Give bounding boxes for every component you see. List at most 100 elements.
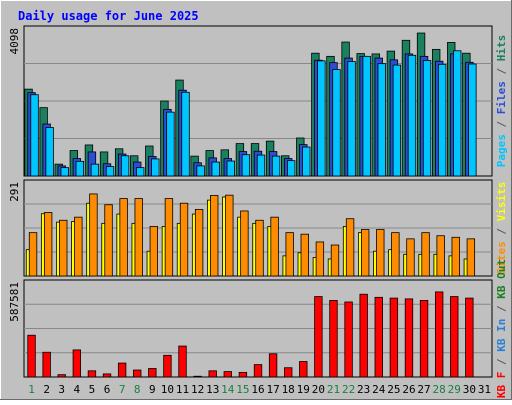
day-tick-label: 21	[327, 383, 340, 396]
bar-pages-day-11	[181, 91, 190, 177]
bar-sites-day-20	[315, 241, 325, 277]
bar-kb-f-day-10	[163, 354, 172, 378]
bar-pages-day-15	[241, 154, 251, 177]
day-labels-layer: 1 2 3 4 5 6 7 8 9 10 11 12 13 14 15 16 17 18 19 20 21 22 23 24 2…	[28, 383, 491, 396]
bar-sites-day-30	[466, 238, 476, 277]
bar-sites-day-16	[255, 219, 264, 277]
bar-kb-f-day-18	[284, 367, 293, 378]
bar-kb-f-day-28	[434, 291, 444, 378]
bar-kb-f-day-27	[419, 300, 429, 378]
bar-sites-day-23	[360, 229, 370, 277]
panel-legend-label: KB F / KB In / KB Out	[495, 259, 508, 398]
day-tick-label: 17	[266, 383, 279, 396]
bar-pages-day-7	[120, 155, 130, 177]
bar-kb-f-day-13	[208, 370, 217, 378]
bar-sites-day-25	[391, 232, 400, 277]
bar-sites-day-19	[300, 233, 309, 277]
panel-max-label: 291	[8, 182, 21, 202]
bar-kb-f-day-5	[87, 370, 97, 378]
bar-pages-day-24	[377, 63, 386, 177]
day-tick-label: 27	[417, 383, 430, 396]
legend-part: /	[495, 221, 508, 241]
legend-part: /	[495, 352, 508, 372]
day-tick-label: 10	[161, 383, 174, 396]
bar-sites-day-10	[164, 198, 174, 277]
bar-sites-day-15	[240, 210, 249, 277]
bar-sites-day-5	[89, 193, 98, 277]
bar-kb-f-day-23	[359, 293, 368, 378]
panel-kbytes: 587581 KB F / KB In / KB Out	[8, 259, 508, 398]
bar-sites-day-9	[149, 226, 159, 277]
bar-pages-day-3	[60, 167, 69, 177]
day-tick-label: 5	[89, 383, 96, 396]
bar-kb-f-day-24	[374, 296, 383, 378]
bar-kb-f-day-20	[314, 296, 323, 378]
bar-pages-day-6	[105, 166, 115, 177]
bar-pages-day-1	[30, 94, 39, 177]
bar-kb-f-day-15	[238, 371, 248, 378]
bar-sites-day-8	[134, 198, 143, 277]
day-tick-label: 4	[74, 383, 81, 396]
panel-hits-files-pages: 4098 Pages / Files / Hits	[8, 25, 508, 177]
bar-sites-day-12	[194, 209, 204, 277]
day-tick-label: 13	[206, 383, 219, 396]
bar-pages-day-21	[332, 69, 341, 177]
bar-sites-day-6	[104, 204, 113, 277]
bar-sites-day-29	[451, 236, 460, 277]
bar-sites-day-1	[28, 232, 38, 277]
bar-pages-day-29	[453, 50, 462, 177]
bar-pages-day-20	[317, 60, 326, 177]
bar-pages-day-25	[392, 64, 402, 177]
legend-part: Pages	[495, 134, 508, 167]
bar-sites-day-13	[210, 195, 219, 277]
legend-part: Visits	[495, 182, 508, 222]
legend-part: /	[495, 61, 508, 81]
bar-kb-f-day-4	[72, 349, 82, 378]
day-tick-label: 23	[357, 383, 370, 396]
bar-sites-day-26	[406, 238, 415, 277]
bar-kb-f-day-14	[223, 371, 232, 378]
bar-pages-day-10	[166, 111, 175, 177]
bar-sites-day-22	[345, 218, 355, 277]
day-tick-label: 26	[402, 383, 415, 396]
day-tick-label: 14	[221, 383, 235, 396]
day-tick-label: 29	[448, 383, 461, 396]
day-tick-label: 12	[191, 383, 204, 396]
bar-pages-day-30	[468, 63, 477, 177]
bar-pages-day-22	[347, 61, 356, 177]
bar-sites-day-28	[436, 235, 445, 277]
day-tick-label: 3	[58, 383, 65, 396]
bar-pages-day-14	[226, 160, 235, 177]
bar-sites-day-2	[43, 212, 53, 277]
bar-pages-day-12	[196, 165, 205, 177]
panel-legend-label: Sites / Visits	[495, 182, 508, 275]
bar-kb-f-day-11	[178, 345, 187, 378]
chart-title: Daily usage for June 2025	[18, 9, 199, 23]
legend-part: Files	[495, 81, 508, 114]
panel-sites-visits: 291 Sites / Visits	[8, 179, 508, 277]
bar-kb-f-day-3	[57, 374, 66, 378]
bar-kb-f-day-19	[299, 361, 308, 378]
bar-kb-f-day-22	[344, 301, 353, 378]
day-tick-label: 18	[282, 383, 295, 396]
bar-kb-f-day-21	[329, 300, 338, 378]
bar-pages-day-9	[151, 158, 160, 177]
bar-pages-day-28	[437, 63, 447, 177]
day-tick-label: 28	[433, 383, 446, 396]
bar-kb-f-day-6	[102, 373, 112, 378]
day-tick-label: 15	[236, 383, 249, 396]
legend-part: /	[495, 299, 508, 319]
bar-kb-f-day-2	[42, 351, 51, 378]
legend-part: /	[495, 114, 508, 134]
bar-sites-day-11	[179, 202, 189, 277]
day-tick-label: 30	[463, 383, 476, 396]
bar-sites-day-24	[376, 229, 385, 277]
panel-legend-label: Pages / Files / Hits	[495, 35, 508, 168]
bar-pages-day-5	[90, 163, 100, 177]
bar-kb-f-day-12	[193, 375, 202, 378]
day-tick-label: 7	[119, 383, 126, 396]
legend-part: KB F	[495, 372, 508, 399]
bar-kb-f-day-1	[27, 334, 36, 378]
bar-kb-f-day-30	[465, 297, 474, 378]
